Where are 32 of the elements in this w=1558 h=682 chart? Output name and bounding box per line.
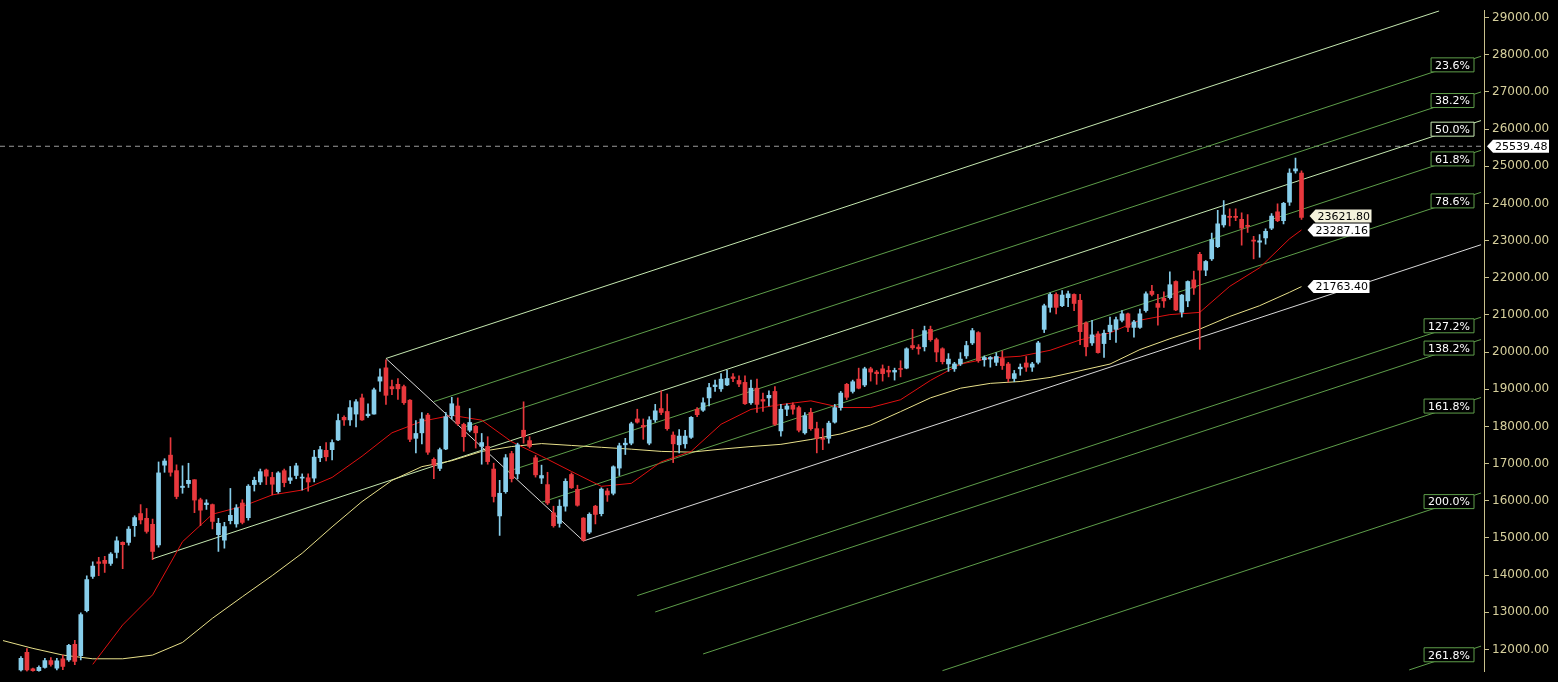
y-tick-label: 18000.00: [1492, 418, 1550, 433]
y-tick-label: 15000.00: [1492, 530, 1550, 545]
series-label: 261.8%: [1428, 648, 1471, 662]
data-label: 23287.16: [1315, 223, 1368, 237]
y-tick-label: 26000.00: [1492, 121, 1550, 136]
series-label: 61.8%: [1435, 152, 1470, 166]
y-tick-label: 28000.00: [1492, 46, 1550, 61]
y-tick-label: 23000.00: [1492, 232, 1550, 247]
series-label: 23.6%: [1435, 58, 1470, 72]
series-label: 161.8%: [1428, 399, 1471, 413]
series-label: 78.6%: [1435, 194, 1470, 208]
ref-line-label: 25539.48: [1495, 140, 1548, 154]
y-tick-label: 19000.00: [1492, 381, 1550, 396]
y-tick-label: 17000.00: [1492, 455, 1550, 470]
y-tick-label: 13000.00: [1492, 604, 1550, 619]
series-label: 38.2%: [1435, 94, 1470, 108]
series-label: 50.0%: [1435, 123, 1470, 137]
y-tick-label: 20000.00: [1492, 344, 1550, 359]
y-tick-label: 24000.00: [1492, 195, 1550, 210]
y-tick-label: 22000.00: [1492, 269, 1550, 284]
text: 23621.80: [1317, 209, 1370, 223]
y-tick-label: 27000.00: [1492, 84, 1550, 99]
y-tick-label: 16000.00: [1492, 492, 1550, 507]
y-tick-label: 14000.00: [1492, 567, 1550, 582]
y-tick-label: 21000.00: [1492, 307, 1550, 322]
series-label: 200.0%: [1428, 495, 1471, 509]
legend-label: 138.2%: [1428, 341, 1471, 355]
y-tick-label: 12000.00: [1492, 641, 1550, 656]
series-label: 127.2%: [1428, 319, 1471, 333]
data-label: 21763.40: [1315, 280, 1368, 294]
y-tick-label: 25000.00: [1492, 158, 1550, 173]
y-tick-label: 29000.00: [1492, 9, 1550, 24]
